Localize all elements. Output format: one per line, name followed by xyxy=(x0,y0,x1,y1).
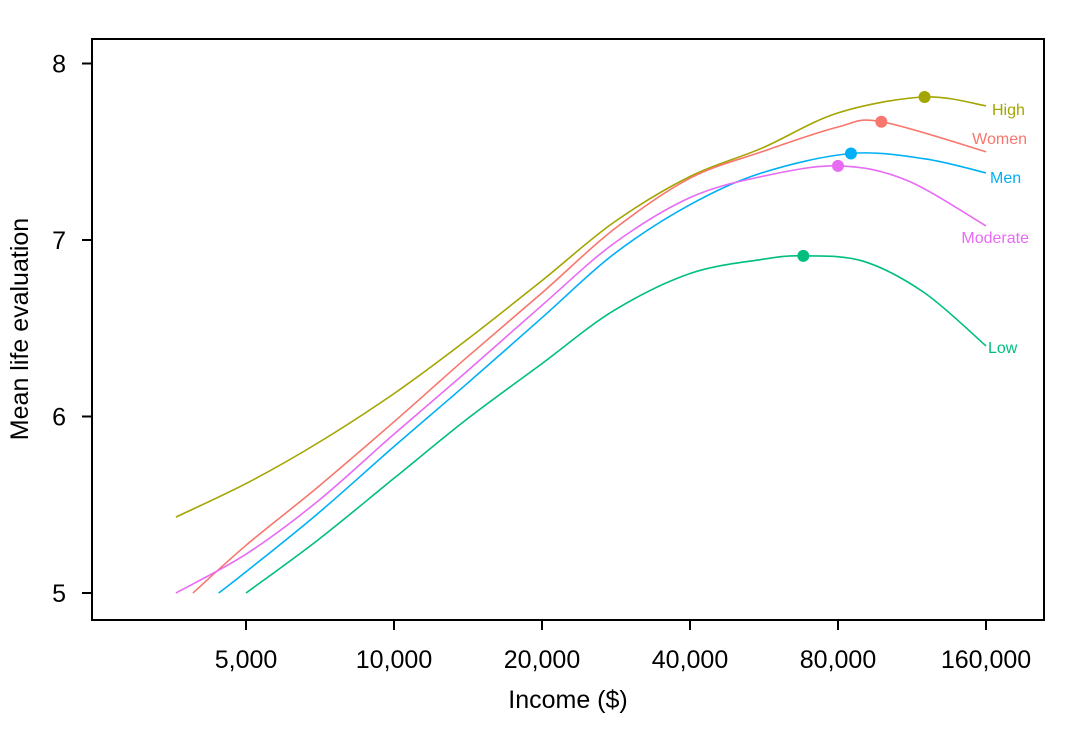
series-men: Men xyxy=(218,147,1021,594)
line-high xyxy=(175,96,987,518)
y-tick-label: 8 xyxy=(52,51,66,79)
peak-marker-moderate xyxy=(832,159,844,172)
peak-marker-men xyxy=(844,147,857,160)
x-tick-label: 20,000 xyxy=(504,646,580,674)
series-layer: High Women Men Moderate Low xyxy=(175,91,1029,594)
series-label-women: Women xyxy=(972,131,1027,148)
line-moderate xyxy=(175,165,987,594)
series-moderate: Moderate xyxy=(175,159,1029,594)
y-axis-title: Mean life evaluation xyxy=(6,218,34,440)
series-label-high: High xyxy=(992,102,1025,119)
peak-marker-low xyxy=(797,249,810,262)
line-low xyxy=(245,255,987,594)
series-women: Women xyxy=(192,115,1027,594)
plot-frame xyxy=(91,38,1045,621)
x-axis: 5,000 10,000 20,000 40,000 80,000 160,000 xyxy=(215,620,1031,674)
x-axis-title: Income ($) xyxy=(508,686,627,714)
series-low: Low xyxy=(245,249,1018,594)
x-tick-label: 10,000 xyxy=(356,646,432,674)
x-tick-label: 80,000 xyxy=(800,646,876,674)
series-label-men: Men xyxy=(990,170,1021,187)
x-tick-label: 5,000 xyxy=(215,646,278,674)
x-tick-label: 40,000 xyxy=(652,646,728,674)
peak-marker-high xyxy=(918,91,931,104)
series-high: High xyxy=(175,91,1025,518)
series-label-moderate: Moderate xyxy=(961,230,1029,247)
line-women xyxy=(192,119,987,594)
y-axis: 5 6 7 8 xyxy=(52,51,92,608)
peak-marker-women xyxy=(875,115,888,128)
y-tick-label: 5 xyxy=(52,580,66,608)
series-label-low: Low xyxy=(988,340,1018,357)
y-tick-label: 7 xyxy=(52,227,66,255)
y-tick-label: 6 xyxy=(52,404,66,432)
x-tick-label: 160,000 xyxy=(941,646,1031,674)
